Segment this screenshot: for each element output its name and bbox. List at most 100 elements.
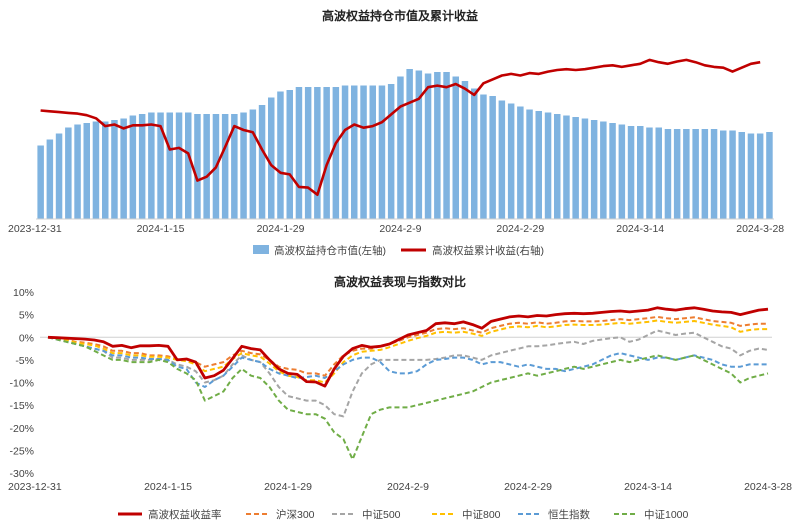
position-value-bar <box>323 87 330 219</box>
position-value-bar <box>489 96 496 219</box>
legend-swatch-position-value <box>253 245 269 254</box>
position-value-bar <box>627 126 635 219</box>
legend-label-cumulative-return: 高波权益累计收益(右轴) <box>432 244 544 257</box>
position-value-bar <box>572 117 579 219</box>
position-value-bars <box>37 69 773 219</box>
position-value-bar <box>554 114 561 219</box>
legend-label-0: 高波权益收益率 <box>148 508 222 521</box>
position-value-bar <box>471 88 478 219</box>
position-value-bar <box>646 127 653 219</box>
chart2-x-tick-label: 2024-1-29 <box>264 481 312 493</box>
chart2-y-tick-label: -30% <box>9 468 34 480</box>
position-value-bar <box>397 76 404 219</box>
position-value-bar <box>129 115 137 219</box>
position-value-bar <box>295 87 303 219</box>
position-value-bar <box>729 130 736 219</box>
position-value-bar <box>415 70 423 219</box>
position-value-bar <box>194 114 201 219</box>
position-value-bar <box>452 76 459 219</box>
position-value-bar <box>249 109 257 219</box>
position-value-bar <box>304 87 312 219</box>
chart2-y-tick-label: -15% <box>9 400 34 412</box>
chart1-legend: 高波权益持仓市值(左轴) 高波权益累计收益(右轴) <box>253 244 544 257</box>
position-value-bar <box>341 85 349 219</box>
chart1-x-tick-label: 2024-3-28 <box>736 223 784 235</box>
position-value-chart: 高波权益持仓市值及累计收益 2023-12-31 2024-1-15 2024-1-… <box>8 8 784 257</box>
position-value-bar <box>655 127 662 219</box>
position-value-bar <box>517 106 524 219</box>
chart2-legend: 高波权益收益率 沪深300 中证500 中证800 恒生指数 中证1000 <box>118 508 689 521</box>
series-line-0 <box>47 306 769 388</box>
chart2-y-ticks: 10% 5% 0% -5% -10% -15% -20% -25% -30% <box>9 287 34 480</box>
chart2-title: 高波权益表现与指数对比 <box>334 274 466 289</box>
chart1-x-tick-label: 2023-12-31 <box>8 223 62 235</box>
chart2-x-tick-label: 2024-1-15 <box>144 481 192 493</box>
position-value-bar <box>461 81 469 219</box>
position-value-bar <box>701 129 709 219</box>
position-value-bar <box>92 121 100 219</box>
position-value-bar <box>138 114 146 219</box>
position-value-bar <box>618 124 626 219</box>
position-value-bar <box>720 130 727 219</box>
position-value-bar <box>609 123 616 219</box>
position-value-bar <box>581 118 589 219</box>
position-value-bar <box>378 85 386 219</box>
chart2-x-ticks: 2023-12-31 2024-1-15 2024-1-29 2024-2-9 2024… <box>8 481 792 493</box>
legend-label-3: 中证800 <box>462 508 501 521</box>
position-value-bar <box>710 129 718 219</box>
chart1-x-tick-label: 2024-3-14 <box>616 223 664 235</box>
chart2-x-tick-label: 2024-3-28 <box>744 481 792 493</box>
position-value-bar <box>424 73 432 219</box>
position-value-bar <box>600 121 607 219</box>
index-comparison-chart: 高波权益表现与指数对比 10% 5% 0% -5% -10% -15% -20% -25% -3… <box>8 274 792 521</box>
position-value-bar <box>369 85 376 219</box>
position-value-bar <box>102 121 109 219</box>
position-value-bar <box>277 91 284 219</box>
position-value-bar <box>526 109 533 219</box>
chart2-y-tick-label: -20% <box>9 423 34 435</box>
chart2-y-tick-label: 5% <box>19 310 34 322</box>
position-value-bar <box>332 87 340 219</box>
position-value-bar <box>314 87 321 219</box>
chart1-x-tick-label: 2024-2-9 <box>379 223 421 235</box>
series-line-1 <box>47 315 768 377</box>
chart2-y-tick-label: 0% <box>19 332 34 344</box>
position-value-bar <box>221 114 229 219</box>
position-value-bar <box>185 112 192 219</box>
legend-label-4: 恒生指数 <box>548 508 590 521</box>
position-value-bar <box>766 132 773 219</box>
position-value-bar <box>55 133 63 219</box>
position-value-bar <box>434 72 441 219</box>
position-value-bar <box>175 112 183 219</box>
position-value-bar <box>46 139 54 219</box>
chart2-series-lines <box>47 306 769 461</box>
legend-label-2: 中证500 <box>362 508 401 521</box>
position-value-bar <box>37 145 44 219</box>
position-value-bar <box>747 133 755 219</box>
series-line-5 <box>47 336 769 461</box>
position-value-bar <box>148 112 155 219</box>
position-value-bar <box>738 132 745 219</box>
cumulative-return-line <box>40 58 761 196</box>
chart1-title: 高波权益持仓市值及累计收益 <box>322 8 478 23</box>
position-value-bar <box>756 133 764 219</box>
position-value-bar <box>664 129 672 219</box>
legend-label-5: 中证1000 <box>644 508 689 521</box>
position-value-bar <box>74 124 81 219</box>
series-line-4 <box>47 336 768 388</box>
position-value-bar <box>203 114 210 219</box>
series-line-3 <box>47 319 768 384</box>
chart1-x-tick-label: 2024-1-15 <box>137 223 185 235</box>
position-value-bar <box>498 100 506 219</box>
position-value-bar <box>637 126 644 219</box>
position-value-bar <box>166 112 173 219</box>
position-value-bar <box>111 120 118 219</box>
chart2-y-tick-label: -10% <box>9 378 34 390</box>
position-value-bar <box>120 118 127 219</box>
position-value-bar <box>351 85 358 219</box>
chart1-x-tick-label: 2024-1-29 <box>257 223 305 235</box>
chart1-x-ticks: 2023-12-31 2024-1-15 2024-1-29 2024-2-9 2024… <box>8 223 784 235</box>
position-value-bar <box>563 115 570 219</box>
chart2-x-tick-label: 2024-2-29 <box>504 481 552 493</box>
